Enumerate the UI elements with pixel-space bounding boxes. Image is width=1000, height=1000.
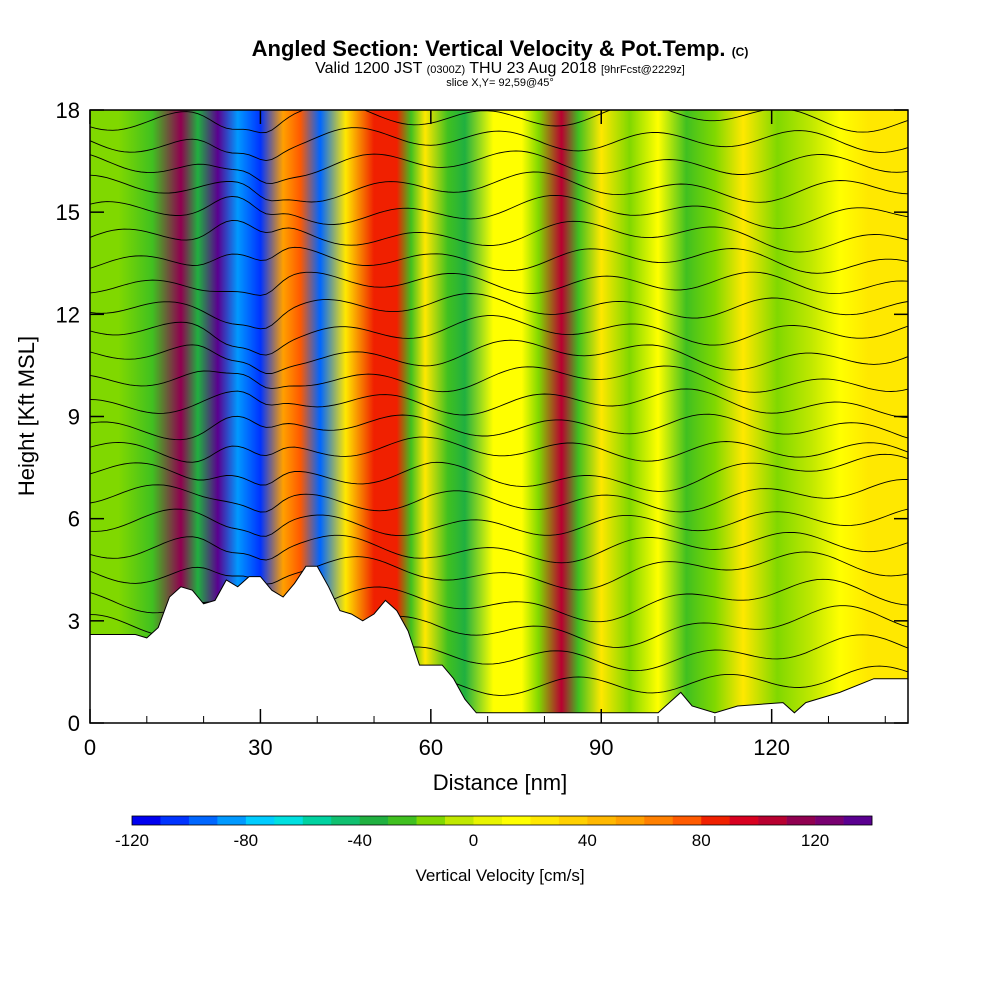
y-tick-label: 9 <box>68 405 80 430</box>
slice-info: slice X,Y= 92,59@45° <box>446 77 554 89</box>
y-tick-label: 0 <box>68 711 80 736</box>
y-tick-label: 3 <box>68 609 80 634</box>
y-tick-label: 12 <box>56 302 80 327</box>
colorbar-swatch <box>843 816 873 825</box>
isentrope-line <box>90 315 908 356</box>
y-axis-label: Height [Kft MSL] <box>14 336 39 496</box>
valid-date: THU 23 Aug 2018 <box>469 60 597 77</box>
isentrope-line <box>90 551 908 591</box>
colorbar-swatch <box>473 816 503 825</box>
colorbar-tick-label: 40 <box>578 831 597 850</box>
colorbar-tick-label: -80 <box>234 831 259 850</box>
isentrope-line <box>90 388 908 419</box>
isentrope-line <box>90 531 908 564</box>
colorbar-swatch <box>644 816 674 825</box>
terrain <box>90 565 908 723</box>
valid-utc: (0300Z) <box>426 64 466 76</box>
y-tick-label: 18 <box>56 98 80 123</box>
colorbar-swatch <box>331 816 360 825</box>
y-tick-label: 15 <box>56 200 80 225</box>
isentrope-line <box>90 246 908 274</box>
colorbar-tick-label: 120 <box>801 831 829 850</box>
y-tick-label: 6 <box>68 507 80 532</box>
title-main: Angled Section: Vertical Velocity & Pot.… <box>251 36 726 61</box>
isentrope-line <box>90 150 908 185</box>
colorbar-swatch <box>388 816 417 825</box>
isentrope-line <box>90 413 908 441</box>
plot-area <box>90 110 908 723</box>
colorbar-swatch <box>274 816 304 825</box>
colorbar-swatch <box>672 816 702 825</box>
isentrope-line <box>90 479 908 513</box>
isentrope-line <box>90 194 908 229</box>
chart-subtitle: Valid 1200 JST (0300Z) THU 23 Aug 2018 [… <box>0 60 1000 78</box>
colorbar-swatch <box>217 816 247 825</box>
isentrope-line <box>90 219 908 253</box>
colorbar-swatch <box>416 816 446 825</box>
isentrope-line <box>90 365 908 393</box>
colorbar-frame <box>131 815 873 826</box>
x-tick-label: 120 <box>753 735 790 760</box>
colorbar: -120 -80 -40 0 40 80 120 <box>115 815 873 850</box>
x-axis-label: Distance [nm] <box>433 770 568 795</box>
colorbar-swatch <box>530 816 560 825</box>
colorbar-swatch <box>815 816 844 825</box>
isentrope-line <box>90 508 908 537</box>
isentrope-line <box>90 171 908 203</box>
isentrope-line <box>90 436 908 463</box>
x-tick-label: 90 <box>589 735 613 760</box>
colorbar-swatch <box>132 816 161 825</box>
colorbar-tick-label: -40 <box>347 831 372 850</box>
isentrope-line <box>90 293 908 330</box>
colorbar-swatch <box>701 816 730 825</box>
colorbar-swatch <box>502 816 531 825</box>
isentrope-line <box>90 271 908 296</box>
title-unit: (C) <box>731 45 749 59</box>
forecast-info: [9hrFcst@2229z] <box>600 64 685 76</box>
colorbar-swatch <box>359 816 389 825</box>
colorbar-swatch <box>302 816 332 825</box>
colorbar-swatch <box>615 816 645 825</box>
colorbar-swatch <box>729 816 759 825</box>
x-tick-label: 60 <box>419 735 443 760</box>
x-axis: 0 30 60 90 120 <box>84 110 886 760</box>
colorbar-label: Vertical Velocity [cm/s] <box>415 866 584 885</box>
colorbar-swatch <box>445 816 474 825</box>
colorbar-swatch <box>587 816 617 825</box>
y-axis: 0 3 6 9 12 15 18 <box>56 98 908 736</box>
colorbar-tick-label: 0 <box>469 831 478 850</box>
colorbar-tick-label: -120 <box>115 831 149 850</box>
colorbar-swatch <box>758 816 787 825</box>
isentropes <box>90 110 908 696</box>
colorbar-swatch <box>245 816 275 825</box>
isentrope-line <box>90 127 908 162</box>
colorbar-swatch <box>160 816 190 825</box>
isentrope-line <box>90 453 908 492</box>
x-tick-label: 0 <box>84 735 96 760</box>
colorbar-swatch <box>188 816 218 825</box>
colorbar-tick-label: 80 <box>692 831 711 850</box>
chart-title: Angled Section: Vertical Velocity & Pot.… <box>0 36 1000 62</box>
colorbar-swatch <box>786 816 816 825</box>
isentrope-line <box>90 339 908 374</box>
x-tick-label: 30 <box>248 735 272 760</box>
valid-time: Valid 1200 JST <box>315 60 423 77</box>
isentrope-line <box>90 110 908 134</box>
colorbar-swatch <box>558 816 588 825</box>
